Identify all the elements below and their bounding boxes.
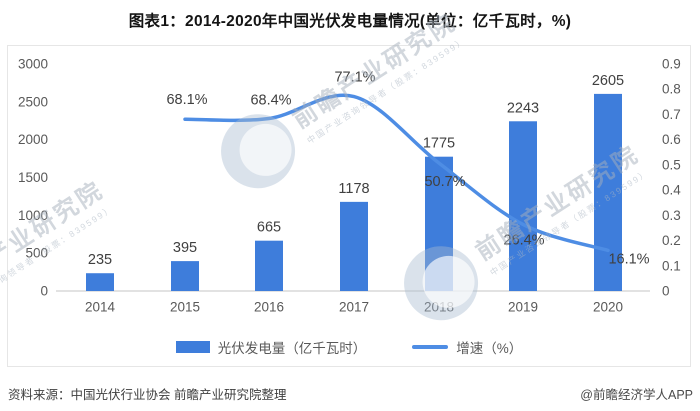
legend-item-generation: 光伏发电量（亿千瓦时） bbox=[175, 337, 367, 357]
legend-label-growth: 增速（%） bbox=[456, 341, 523, 356]
x-axis-year-label: 2014 bbox=[85, 300, 116, 315]
growth-rate-line bbox=[183, 93, 610, 253]
left-axis-tick: 3000 bbox=[18, 57, 48, 72]
bar-value-label: 665 bbox=[257, 220, 281, 236]
right-axis-tick: 0 bbox=[662, 284, 670, 299]
left-axis-tick: 1500 bbox=[18, 170, 48, 185]
right-axis-tick: 0.8 bbox=[662, 82, 681, 97]
right-axis-tick: 0.6 bbox=[662, 132, 681, 147]
right-axis-tick: 0.1 bbox=[662, 258, 681, 273]
line-value-label: 77.1% bbox=[334, 70, 375, 86]
x-axis-year-label: 2015 bbox=[170, 300, 200, 315]
x-axis-year-label: 2019 bbox=[508, 300, 538, 315]
bar-value-label: 235 bbox=[88, 252, 112, 268]
legend-label-generation: 光伏发电量（亿千瓦时） bbox=[217, 341, 367, 356]
left-axis-tick: 500 bbox=[25, 246, 48, 261]
line-value-label: 16.1% bbox=[608, 251, 649, 267]
x-axis-year-label: 2020 bbox=[593, 300, 623, 315]
bar-2020 bbox=[594, 93, 622, 291]
chart-plot-area: 0 500 1000 1500 2000 2500 3000 0 0.1 0.2 0.3 0.4 0.5… bbox=[18, 57, 681, 315]
bar-2016 bbox=[255, 240, 283, 291]
left-axis-tick: 2500 bbox=[18, 94, 48, 109]
x-axis-year-label: 2016 bbox=[254, 300, 284, 315]
legend-item-growth: 增速（%） bbox=[412, 337, 522, 357]
line-value-label: 68.4% bbox=[250, 92, 291, 108]
publisher-credit: @前瞻经济学人APP bbox=[580, 388, 693, 402]
bar-value-label: 2243 bbox=[507, 100, 539, 116]
right-axis-tick: 0.5 bbox=[662, 157, 681, 172]
data-source-note: 资料来源：中国光伏行业协会 前瞻产业研究院整理 bbox=[8, 388, 287, 402]
left-axis-tick: 0 bbox=[40, 284, 48, 299]
line-series-swatch-icon bbox=[412, 345, 449, 349]
chart-legend: 光伏发电量（亿千瓦时） 增速（%） bbox=[8, 337, 690, 357]
right-axis-tick: 0.3 bbox=[662, 208, 681, 223]
bar-series-swatch-icon bbox=[175, 341, 210, 353]
right-axis-tick: 0.9 bbox=[662, 57, 681, 72]
line-value-label: 50.7% bbox=[424, 174, 465, 190]
bar-value-label: 1775 bbox=[423, 136, 455, 152]
x-axis-year-label: 2018 bbox=[424, 300, 454, 315]
chart-panel: 0 500 1000 1500 2000 2500 3000 0 0.1 0.2 0.3 0.4 0.5… bbox=[7, 45, 691, 367]
left-axis-tick: 2000 bbox=[18, 132, 48, 147]
bar-value-label: 1178 bbox=[338, 181, 369, 197]
bar-2019 bbox=[509, 121, 537, 291]
line-value-label: 26.4% bbox=[503, 232, 544, 248]
right-axis-tick: 0.4 bbox=[662, 183, 681, 198]
x-axis-year-label: 2017 bbox=[339, 300, 369, 315]
bar-value-label: 395 bbox=[173, 240, 197, 256]
right-axis-tick: 0.7 bbox=[662, 107, 681, 122]
chart-title: 图表1：2014-2020年中国光伏发电量情况(单位：亿千瓦时，%) bbox=[128, 13, 572, 30]
bar-2018 bbox=[425, 156, 453, 291]
bar-2014 bbox=[86, 273, 114, 291]
bar-2015 bbox=[171, 261, 199, 291]
bar-2017 bbox=[340, 201, 368, 291]
bar-value-label: 2605 bbox=[592, 73, 624, 89]
right-axis-tick: 0.2 bbox=[662, 233, 681, 248]
left-axis-tick: 1000 bbox=[18, 208, 48, 223]
line-value-label: 68.1% bbox=[166, 92, 207, 108]
